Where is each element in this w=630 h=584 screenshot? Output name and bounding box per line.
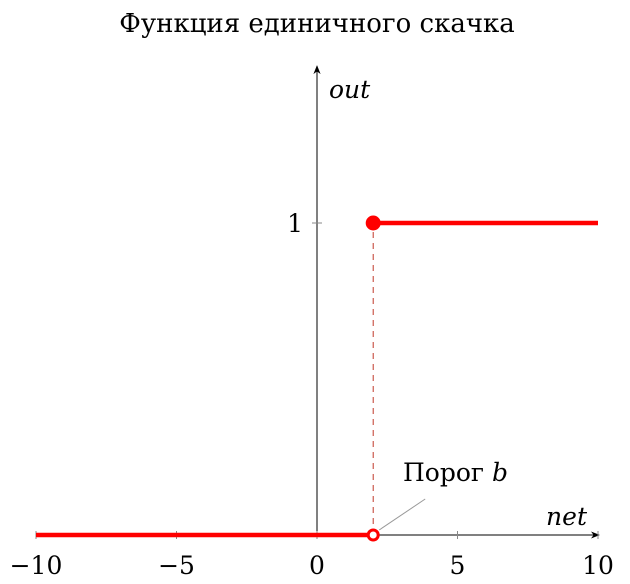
y-axis-label: out [329,75,371,104]
chart-title: Функция единичного скачка [119,9,515,39]
x-tick-label: 0 [309,551,325,580]
threshold-annotation-symbol: b [492,458,508,487]
threshold-annotation-label: Порог [403,458,492,487]
open-endpoint-marker [366,528,380,542]
x-tick-label: 10 [582,551,614,580]
annotation-pointer-line [378,498,426,531]
axes [36,65,600,539]
y-tick-label: 1 [287,209,303,238]
filled-endpoint-marker [365,215,381,231]
plot-marks [36,215,598,542]
threshold-annotation: Порог b [403,458,508,487]
ticks: −10 −5 0 5 10 1 [10,209,614,580]
x-tick-label: −5 [158,551,195,580]
x-axis-label: net [546,502,588,531]
x-tick-label: −10 [10,551,63,580]
x-tick-label: 5 [450,551,466,580]
